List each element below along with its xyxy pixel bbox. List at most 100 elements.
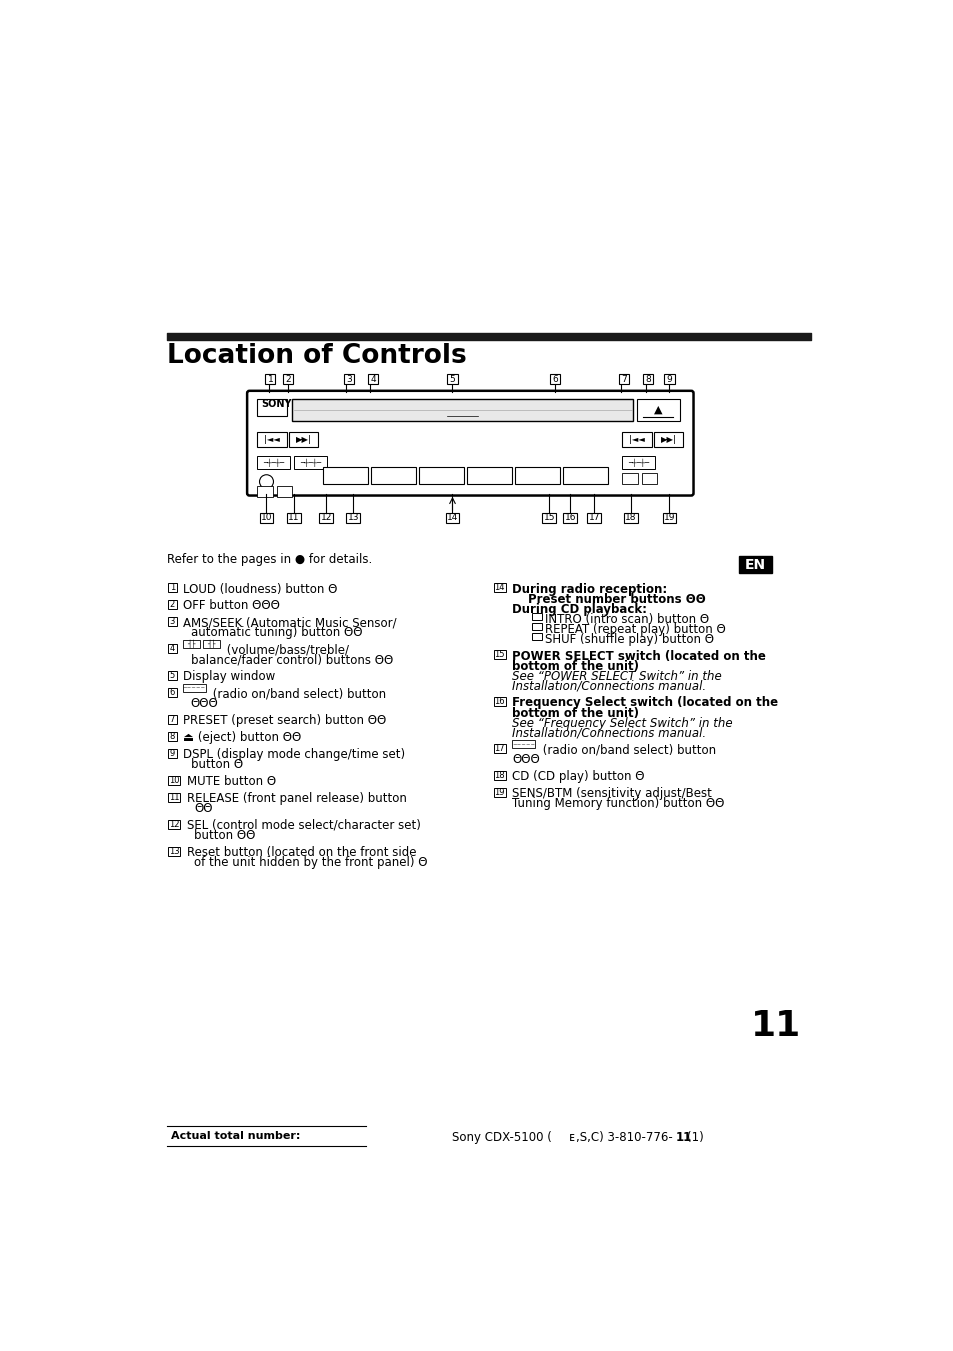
Text: ▶▶|: ▶▶|: [660, 435, 676, 444]
Text: 14: 14: [494, 584, 504, 592]
Text: 11: 11: [750, 1009, 801, 1043]
Bar: [257, 431, 286, 447]
Text: ΘΘΘ: ΘΘΘ: [512, 754, 539, 766]
Text: Preset number buttons ΘΘ: Preset number buttons ΘΘ: [527, 593, 704, 605]
Text: 9: 9: [170, 748, 174, 758]
Bar: [494, 650, 505, 659]
Bar: [294, 457, 327, 469]
Text: 11: 11: [288, 513, 299, 523]
Text: 18: 18: [494, 771, 504, 780]
Text: 8: 8: [170, 732, 174, 740]
Text: DSPL (display mode change/time set): DSPL (display mode change/time set): [183, 748, 404, 761]
Text: Sony CDX-5100 (: Sony CDX-5100 (: [452, 1131, 552, 1144]
Text: 17: 17: [588, 513, 599, 523]
Text: 14: 14: [446, 513, 457, 523]
Text: SONY: SONY: [261, 399, 292, 408]
Text: |◄◄: |◄◄: [628, 435, 644, 444]
Bar: [641, 473, 657, 484]
Text: SHUF (shuffle play) button Θ: SHUF (shuffle play) button Θ: [544, 632, 713, 646]
Bar: [168, 793, 180, 801]
Text: Installation/Connections manual.: Installation/Connections manual.: [512, 680, 705, 693]
Bar: [168, 732, 176, 740]
Bar: [494, 788, 505, 797]
Text: Tuning Memory function) button ΘΘ: Tuning Memory function) button ΘΘ: [512, 797, 723, 811]
Bar: [346, 513, 360, 523]
Bar: [168, 715, 176, 724]
Text: EN: EN: [744, 558, 765, 571]
Bar: [532, 612, 542, 620]
Bar: [542, 513, 556, 523]
Bar: [621, 473, 637, 484]
Bar: [168, 748, 176, 758]
Text: ┤├: ┤├: [187, 640, 195, 648]
Text: 2: 2: [170, 600, 174, 609]
Text: ─┼─┼─: ─┼─┼─: [263, 458, 284, 466]
Bar: [494, 697, 505, 707]
Bar: [168, 644, 176, 653]
Bar: [319, 513, 333, 523]
Text: 17: 17: [494, 744, 504, 753]
Bar: [618, 374, 628, 384]
Text: ⏏ (eject) button ΘΘ: ⏏ (eject) button ΘΘ: [183, 731, 301, 744]
Text: ΘΘΘ: ΘΘΘ: [191, 697, 218, 711]
Bar: [621, 431, 651, 447]
Text: 12: 12: [169, 820, 179, 828]
Bar: [286, 513, 300, 523]
Text: INTRO (intro scan) button Θ: INTRO (intro scan) button Θ: [544, 612, 708, 626]
Text: 1: 1: [267, 374, 273, 384]
Bar: [418, 467, 464, 484]
Text: 16: 16: [494, 697, 504, 707]
Bar: [168, 600, 176, 609]
Text: During radio reception:: During radio reception:: [512, 582, 667, 596]
Text: button Θ: button Θ: [191, 758, 242, 771]
Bar: [168, 847, 180, 855]
Bar: [265, 374, 275, 384]
Text: 18: 18: [624, 513, 636, 523]
Text: 10: 10: [260, 513, 272, 523]
Bar: [512, 740, 535, 748]
Text: 3: 3: [346, 374, 352, 384]
Text: 15: 15: [543, 513, 555, 523]
Bar: [532, 632, 542, 640]
Bar: [654, 431, 682, 447]
Text: |◄◄: |◄◄: [264, 435, 279, 444]
Text: bottom of the unit): bottom of the unit): [512, 659, 639, 673]
Text: ~~~~~: ~~~~~: [512, 742, 535, 747]
Bar: [494, 584, 505, 592]
Bar: [642, 374, 652, 384]
Bar: [445, 513, 459, 523]
Text: OFF button ΘΘΘ: OFF button ΘΘΘ: [183, 600, 279, 612]
Text: SENS/BTM (sensitivity adjust/Best: SENS/BTM (sensitivity adjust/Best: [512, 788, 711, 800]
Bar: [183, 640, 199, 648]
Text: Location of Controls: Location of Controls: [167, 343, 467, 369]
Text: 13: 13: [169, 847, 179, 855]
Text: LOUD (loudness) button Θ: LOUD (loudness) button Θ: [183, 582, 336, 596]
Text: 3: 3: [170, 617, 174, 626]
Text: button ΘΘ: button ΘΘ: [194, 830, 255, 842]
Text: bottom of the unit): bottom of the unit): [512, 707, 639, 720]
Text: Installation/Connections manual.: Installation/Connections manual.: [512, 727, 705, 739]
Bar: [371, 467, 416, 484]
Text: ,S,C) 3-810-776-: ,S,C) 3-810-776-: [576, 1131, 673, 1144]
Bar: [257, 457, 290, 469]
Text: ΘΘ: ΘΘ: [194, 802, 213, 815]
Bar: [562, 513, 577, 523]
Bar: [661, 513, 676, 523]
Text: CD (CD play) button Θ: CD (CD play) button Θ: [512, 770, 644, 784]
Text: REPEAT (repeat play) button Θ: REPEAT (repeat play) button Θ: [544, 623, 724, 635]
Bar: [168, 671, 176, 680]
Bar: [168, 775, 180, 785]
Text: RELEASE (front panel release) button: RELEASE (front panel release) button: [187, 792, 406, 805]
Bar: [203, 640, 220, 648]
Bar: [168, 617, 176, 626]
Text: 6: 6: [552, 374, 558, 384]
Bar: [323, 467, 368, 484]
Bar: [549, 374, 559, 384]
Text: ᴇ: ᴇ: [568, 1131, 574, 1144]
Text: ▶▶|: ▶▶|: [295, 435, 312, 444]
Bar: [515, 467, 559, 484]
Bar: [532, 623, 542, 631]
Text: AMS/SEEK (Automatic Music Sensor/: AMS/SEEK (Automatic Music Sensor/: [183, 616, 396, 630]
Text: ▲: ▲: [654, 405, 661, 415]
Text: (1): (1): [686, 1131, 703, 1144]
